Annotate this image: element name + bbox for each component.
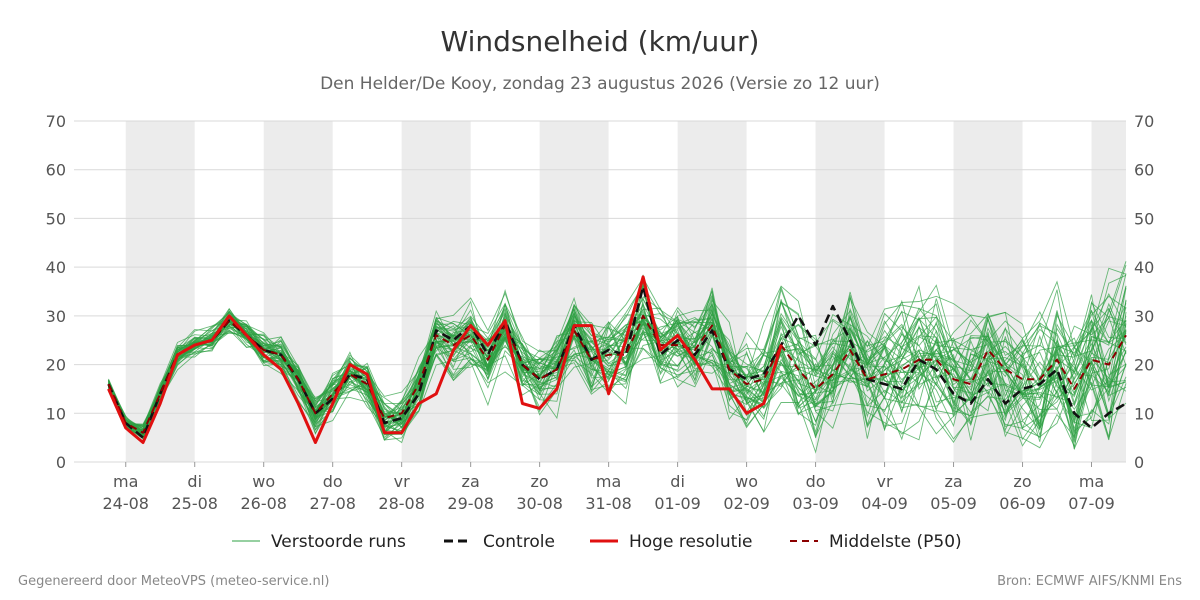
y-tick-label-left: 30 [46,307,66,326]
ensemble-run-line [108,261,1127,447]
ensemble-run-line [108,280,1127,432]
y-tick-label-right: 60 [1134,161,1154,180]
x-tick-date: 29-08 [447,494,494,513]
x-tick-date: 25-08 [171,494,218,513]
x-tick-day: zo [1013,472,1031,491]
x-tick-day: di [187,472,202,491]
y-tick-label-right: 40 [1134,258,1154,277]
shaded-day-band [125,121,195,462]
x-tick-day: wo [735,472,758,491]
x-tick-date: 03-09 [792,494,839,513]
y-tick-label-left: 20 [46,356,66,375]
x-tick-day: za [462,472,480,491]
footer-generated-by: Gegenereerd door MeteoVPS (meteo-service… [18,574,329,589]
x-tick-date: 31-08 [585,494,632,513]
y-tick-label-left: 50 [46,209,66,228]
shaded-day-band [539,121,609,462]
x-tick-date: 07-09 [1068,494,1115,513]
x-tick-day: vr [394,472,410,491]
x-tick-date: 28-08 [378,494,425,513]
y-axis-left: 0 10 20 30 40 50 60 70 [46,112,66,472]
legend: Verstoorde runs Controle Hoge resolutie Mid… [232,532,962,552]
ensemble-run-line [108,284,1127,434]
ensemble-run-line [108,295,1127,439]
x-tick-date: 26-08 [240,494,287,513]
x-tick-day: ma [596,472,621,491]
x-tick-day: vr [877,472,893,491]
x-tick-date: 02-09 [723,494,770,513]
y-tick-label-left: 0 [56,453,66,472]
ensemble-run-line [108,292,1127,440]
control-series-line [107,285,1127,439]
x-tick-date: 04-09 [861,494,908,513]
x-tick-date: 05-09 [930,494,977,513]
x-tick-date: 27-08 [309,494,356,513]
legend-label-control: Controle [483,532,555,552]
ensemble-run-line [108,316,1127,439]
y-tick-label-left: 40 [46,258,66,277]
weekday-shading [125,121,1126,462]
x-tick-date: 24-08 [102,494,149,513]
y-tick-label-left: 10 [46,404,66,423]
x-tick-date: 01-09 [654,494,701,513]
x-tick-day: di [670,472,685,491]
x-tick-date: 06-09 [999,494,1046,513]
x-axis: ma 24-08 di 25-08 wo 26-08 do 27-08 vr 28-08 za 29-… [102,462,1115,513]
shaded-day-band [1091,121,1126,462]
y-tick-label-right: 70 [1134,112,1154,131]
main-series [107,275,1127,444]
ensemble-run-line [108,284,1127,441]
y-axis-right: 0 10 20 30 40 50 60 70 [1134,112,1154,472]
y-tick-label-right: 10 [1134,404,1154,423]
median-series-line [107,314,1127,434]
legend-label-high_res: Hoge resolutie [629,532,753,552]
x-tick-day: ma [113,472,138,491]
y-tick-label-left: 70 [46,112,66,131]
legend-label-median: Middelste (P50) [829,532,962,552]
x-tick-day: ma [1079,472,1104,491]
x-tick-day: do [323,472,343,491]
x-tick-day: zo [531,472,549,491]
x-tick-day: wo [252,472,275,491]
y-tick-label-right: 0 [1134,453,1144,472]
legend-label-ensemble: Verstoorde runs [271,532,406,552]
x-tick-day: do [806,472,826,491]
chart-title: Windsnelheid (km/uur) [441,25,760,58]
x-tick-date: 30-08 [516,494,563,513]
x-tick-day: za [944,472,962,491]
high_res-series-line [107,275,783,444]
y-tick-label-right: 50 [1134,209,1154,228]
y-tick-label-right: 30 [1134,307,1154,326]
y-tick-label-right: 20 [1134,356,1154,375]
ensemble-run-line [108,298,1127,439]
y-tick-label-left: 60 [46,161,66,180]
ensemble-run-line [108,310,1127,440]
ensemble-run-line [108,285,1127,434]
shaded-day-band [815,121,885,462]
chart-subtitle: Den Helder/De Kooy, zondag 23 augustus 2… [320,74,880,94]
footer-source: Bron: ECMWF AIFS/KNMI Ens [997,574,1182,589]
